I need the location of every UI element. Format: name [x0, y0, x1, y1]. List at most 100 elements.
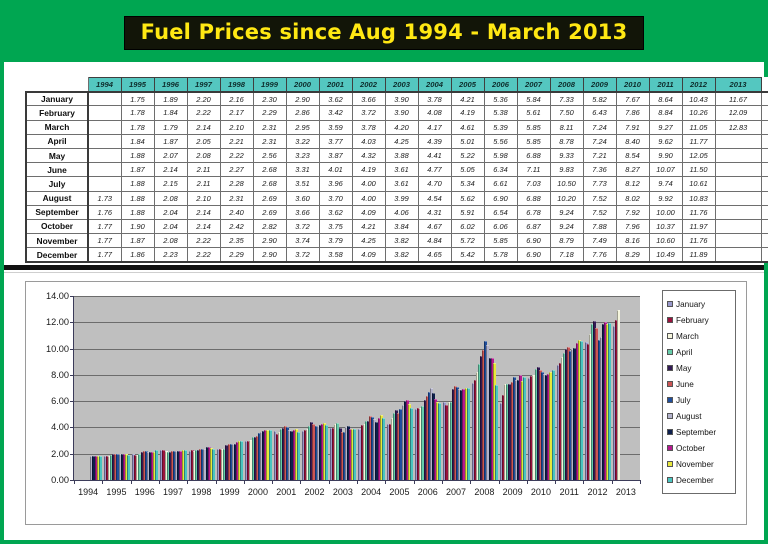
chart-y-tick-mark [70, 348, 74, 350]
table-cell: 6.06 [483, 218, 518, 235]
chart-x-tick-label: 2007 [446, 487, 467, 497]
table-cell: 5.61 [516, 105, 551, 121]
chart-bar [173, 451, 177, 480]
chart-bar [579, 341, 583, 480]
legend-item-november[interactable]: November [667, 456, 732, 472]
chart-gridline [74, 322, 640, 324]
table-cell: 6.90 [483, 190, 518, 206]
table-cell: 2.14 [186, 218, 221, 235]
table-row: May 1.88 2.07 2.08 2.22 2.56 3.23 3.87 4.32 3.88… [25, 147, 768, 164]
chart-bar [514, 380, 518, 480]
table-cell: 10.20 [549, 190, 584, 206]
table-cell: 2.90 [252, 247, 287, 263]
table-cell: 4.06 [384, 204, 419, 220]
table-cell: 7.24 [582, 133, 617, 149]
table-cell: 11.76 [681, 233, 716, 249]
table-cell: 6.78 [516, 204, 551, 220]
legend-item-april[interactable]: April [667, 344, 732, 360]
table-cell: 5.82 [582, 90, 617, 107]
legend-item-july[interactable]: July [667, 392, 732, 408]
legend-item-september[interactable]: September [667, 424, 732, 440]
table-cell: 1.77 [87, 247, 122, 263]
chart-bar [114, 454, 118, 480]
table-pad-cell [760, 90, 768, 107]
table-cell: 6.54 [483, 204, 518, 220]
chart-x-tick-mark [526, 480, 528, 484]
chart-bar [569, 351, 573, 480]
table-cell: 5.22 [450, 147, 485, 164]
table-cell: 2.22 [186, 105, 221, 121]
legend-item-may[interactable]: May [667, 360, 732, 376]
chart-bar [388, 423, 392, 480]
chart-x-tick-mark [130, 480, 132, 484]
chart-bar [449, 402, 453, 480]
chart-bar [484, 341, 488, 480]
chart-bar [571, 348, 575, 480]
chart-x-tick-mark [215, 480, 217, 484]
table-cell: 1.73 [87, 190, 122, 206]
chart-bar [279, 429, 283, 480]
chart-bar [369, 416, 372, 480]
chart-y-tick-label: 14.00 [46, 291, 69, 301]
chart-bar [601, 324, 605, 480]
legend-item-june[interactable]: June [667, 376, 732, 392]
table-cell: 4.25 [384, 133, 419, 149]
table-cell: 9.92 [648, 190, 683, 206]
chart-gridline [74, 453, 640, 455]
table-cell: 2.14 [186, 204, 221, 220]
table-col-header-1998: 1998 [219, 76, 254, 93]
table-cell: 2.29 [219, 247, 254, 263]
chart-bar [575, 342, 579, 480]
table-cell: 2.15 [153, 176, 188, 192]
legend-item-august[interactable]: August [667, 408, 732, 424]
chart-x-tick-label: 1994 [78, 487, 99, 497]
chart-bar [360, 425, 364, 480]
table-cell: 4.17 [417, 119, 452, 135]
table-pad-cell [760, 218, 768, 235]
legend-item-march[interactable]: March [667, 328, 732, 344]
table-cell: 2.10 [186, 190, 221, 206]
table-cell: 8.79 [549, 233, 584, 249]
table-cell: 11.50 [681, 162, 716, 178]
legend-item-december[interactable]: December [667, 472, 732, 488]
chart-x-tick-mark [243, 480, 245, 484]
chart-bar [351, 428, 355, 480]
table-cell [714, 247, 762, 263]
chart-bar [403, 401, 407, 480]
chart-bar [134, 454, 138, 480]
chart-bar [617, 310, 621, 480]
chart-y-tick-label: 10.00 [46, 343, 69, 354]
legend-swatch-icon [667, 413, 673, 419]
table-body: January 1.75 1.89 2.20 2.16 2.30 2.90 3.62 3.66… [25, 90, 768, 263]
chart-bar [303, 430, 307, 480]
legend-label: October [676, 443, 706, 453]
chart-y-tick-label: 12.00 [46, 317, 69, 328]
table-row-label-march: March [25, 119, 89, 135]
chart-bar [606, 324, 609, 480]
chart-bar [562, 352, 566, 480]
chart-bar [597, 339, 601, 480]
chart-bar [225, 445, 229, 480]
chart-bar [164, 450, 168, 480]
legend-swatch-icon [667, 477, 673, 483]
chart-x-tick-mark [357, 480, 358, 484]
chart-x-tick-mark [158, 480, 160, 484]
chart-bar [480, 356, 484, 480]
table-cell: 7.11 [516, 162, 551, 178]
chart-bar [377, 417, 381, 480]
chart-bar [567, 346, 571, 480]
chart-x-tick-mark [272, 480, 274, 484]
chart-gridline [74, 348, 640, 350]
legend-item-february[interactable]: February [667, 312, 732, 328]
chart-bar [427, 392, 431, 480]
chart-bar [586, 344, 590, 480]
chart-bar [417, 408, 421, 480]
legend-item-january[interactable]: January [667, 296, 732, 312]
table-row: August 1.73 1.88 2.08 2.10 2.31 2.69 3.60 3.70 4.… [25, 190, 768, 206]
table-cell: 2.04 [153, 218, 188, 235]
chart-bar [504, 383, 508, 480]
chart-bar [92, 455, 96, 480]
legend-swatch-icon [667, 365, 673, 371]
table-cell: 7.03 [516, 176, 551, 192]
legend-item-october[interactable]: October [667, 440, 732, 456]
